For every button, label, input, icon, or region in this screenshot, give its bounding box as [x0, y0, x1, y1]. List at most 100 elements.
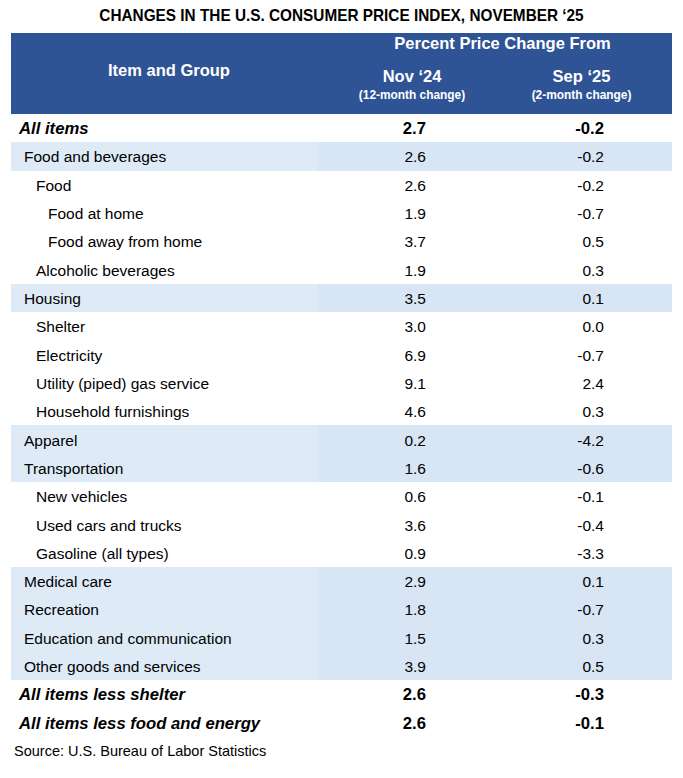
row-value-nov24: 3.9 [318, 652, 505, 680]
row-item-label: All items [11, 114, 318, 142]
column-group-header: Percent Price Change From [318, 34, 672, 52]
table-row: Utility (piped) gas service9.12.4 [11, 369, 672, 397]
row-value-sep25: 0.5 [505, 652, 672, 680]
row-value-nov24: 3.5 [318, 284, 505, 312]
table-row: Household furnishings4.60.3 [11, 397, 672, 425]
row-item-label: Food [11, 171, 318, 199]
table-row: Food and beverages2.6-0.2 [11, 142, 672, 170]
row-value-sep25: -3.3 [505, 539, 672, 567]
row-item-label: All items less food and energy [11, 709, 318, 737]
row-item-label: Food away from home [11, 227, 318, 255]
row-value-sep25: 0.1 [505, 567, 672, 595]
table-row: Food at home1.9-0.7 [11, 199, 672, 227]
row-item-label: Gasoline (all types) [11, 539, 318, 567]
row-value-sep25: 0.1 [505, 284, 672, 312]
row-item-label: Food at home [11, 199, 318, 227]
table-row: Other goods and services3.90.5 [11, 652, 672, 680]
column-header-nov24: Nov ‘24 (12-month change) [327, 66, 497, 102]
row-item-label: Housing [11, 284, 318, 312]
row-value-sep25: 0.3 [505, 256, 672, 284]
table-row: Alcoholic beverages1.90.3 [11, 256, 672, 284]
table-row: Electricity6.9-0.7 [11, 341, 672, 369]
row-value-sep25: -0.2 [505, 142, 672, 170]
row-item-label: New vehicles [11, 482, 318, 510]
row-value-nov24: 0.2 [318, 425, 505, 453]
row-item-label: Used cars and trucks [11, 510, 318, 538]
row-value-nov24: 3.0 [318, 312, 505, 340]
table-row: Recreation1.8-0.7 [11, 595, 672, 623]
source-note: Source: U.S. Bureau of Labor Statistics [14, 741, 266, 761]
table-row: Used cars and trucks3.6-0.4 [11, 510, 672, 538]
row-value-sep25: 2.4 [505, 369, 672, 397]
row-item-label: Utility (piped) gas service [11, 369, 318, 397]
row-value-nov24: 4.6 [318, 397, 505, 425]
row-value-sep25: -0.7 [505, 341, 672, 369]
page-title: CHANGES IN THE U.S. CONSUMER PRICE INDEX… [24, 4, 659, 26]
row-value-sep25: -4.2 [505, 425, 672, 453]
row-value-nov24: 3.7 [318, 227, 505, 255]
table-row: All items less food and energy2.6-0.1 [11, 709, 672, 737]
row-value-nov24: 1.9 [318, 199, 505, 227]
row-item-label: Electricity [11, 341, 318, 369]
row-value-nov24: 2.6 [318, 680, 505, 708]
column-header-sep25-label: Sep ‘25 [496, 66, 667, 86]
row-value-nov24: 0.6 [318, 482, 505, 510]
table-row: Apparel0.2-4.2 [11, 425, 672, 453]
table-row: All items less shelter2.6-0.3 [11, 680, 672, 708]
table-body: All items2.7-0.2Food and beverages2.6-0.… [11, 114, 672, 737]
table-row: Education and communication1.50.3 [11, 624, 672, 652]
column-header-sep25: Sep ‘25 (2-month change) [496, 66, 667, 102]
row-value-sep25: 0.3 [505, 624, 672, 652]
row-item-label: Medical care [11, 567, 318, 595]
row-value-sep25: -0.3 [505, 680, 672, 708]
row-item-label: Transportation [11, 454, 318, 482]
column-header-sep25-sublabel: (2-month change) [496, 88, 667, 102]
table-row: All items2.7-0.2 [11, 114, 672, 142]
row-value-sep25: 0.0 [505, 312, 672, 340]
cpi-table: Item and Group Percent Price Change From… [11, 33, 672, 737]
row-item-label: Alcoholic beverages [11, 256, 318, 284]
row-value-sep25: 0.3 [505, 397, 672, 425]
row-item-label: Education and communication [11, 624, 318, 652]
row-value-sep25: 0.5 [505, 227, 672, 255]
column-header-item-and-group: Item and Group [11, 60, 318, 80]
row-item-label: Apparel [11, 425, 318, 453]
row-value-sep25: -0.7 [505, 199, 672, 227]
row-value-nov24: 2.6 [318, 142, 505, 170]
row-value-nov24: 2.9 [318, 567, 505, 595]
row-value-sep25: -0.1 [505, 709, 672, 737]
row-item-label: Shelter [11, 312, 318, 340]
table-row: New vehicles0.6-0.1 [11, 482, 672, 510]
table-row: Shelter3.00.0 [11, 312, 672, 340]
row-item-label: Household furnishings [11, 397, 318, 425]
row-item-label: Other goods and services [11, 652, 318, 680]
row-value-nov24: 1.8 [318, 595, 505, 623]
row-value-sep25: -0.2 [505, 114, 672, 142]
table-row: Food away from home3.70.5 [11, 227, 672, 255]
table-row: Food2.6-0.2 [11, 171, 672, 199]
row-value-sep25: -0.7 [505, 595, 672, 623]
table-row: Housing3.50.1 [11, 284, 672, 312]
row-value-sep25: -0.2 [505, 171, 672, 199]
row-value-nov24: 1.6 [318, 454, 505, 482]
table-header: Item and Group Percent Price Change From… [11, 33, 672, 114]
row-item-label: Recreation [11, 595, 318, 623]
row-value-nov24: 6.9 [318, 341, 505, 369]
row-value-nov24: 9.1 [318, 369, 505, 397]
row-value-nov24: 1.5 [318, 624, 505, 652]
row-value-nov24: 2.6 [318, 171, 505, 199]
row-value-sep25: -0.6 [505, 454, 672, 482]
row-value-nov24: 3.6 [318, 510, 505, 538]
table-row: Transportation1.6-0.6 [11, 454, 672, 482]
row-item-label: All items less shelter [11, 680, 318, 708]
row-value-nov24: 2.6 [318, 709, 505, 737]
column-header-nov24-label: Nov ‘24 [327, 66, 497, 86]
row-value-nov24: 2.7 [318, 114, 505, 142]
table-row: Medical care2.90.1 [11, 567, 672, 595]
row-value-sep25: -0.1 [505, 482, 672, 510]
row-value-nov24: 0.9 [318, 539, 505, 567]
column-header-nov24-sublabel: (12-month change) [327, 88, 497, 102]
table-row: Gasoline (all types)0.9-3.3 [11, 539, 672, 567]
row-value-nov24: 1.9 [318, 256, 505, 284]
row-item-label: Food and beverages [11, 142, 318, 170]
